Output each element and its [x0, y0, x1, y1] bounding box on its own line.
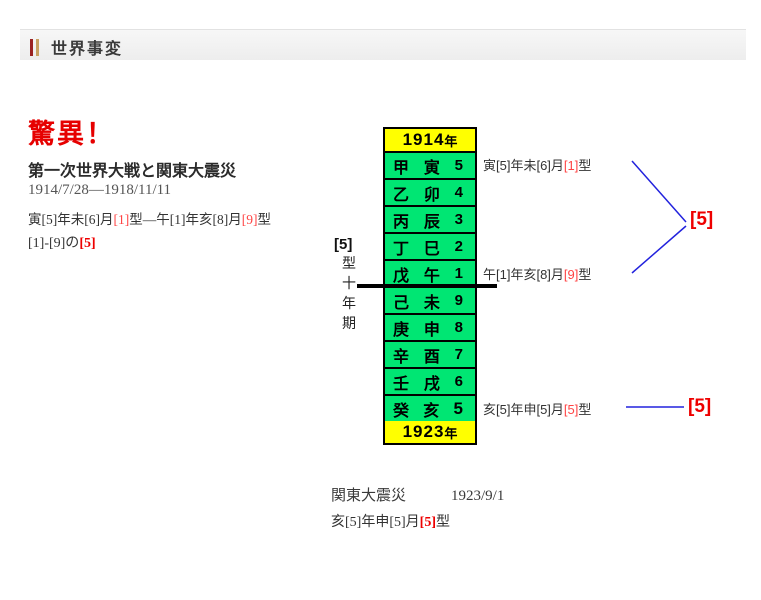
connector-line-top: [631, 160, 687, 223]
single-type-label: [5]: [688, 396, 712, 417]
text-segment: 寅[5]年未[6]月: [28, 212, 114, 227]
text-segment: 亥[5]年申[5]月: [483, 402, 564, 417]
year-suffix: 年: [444, 133, 458, 149]
branch-cell: 辰: [423, 213, 440, 231]
stem-cell: 乙: [393, 186, 410, 204]
text-segment: 型: [257, 212, 271, 227]
period-label-char: 十: [342, 277, 356, 292]
number-cell: 8: [454, 319, 463, 336]
earthquake-caption: 関東大震災 1923/9/1: [331, 488, 505, 504]
text-segment: 午[1]年亥[8]月: [483, 267, 564, 282]
year-start: 1914: [402, 130, 445, 149]
text-segment: [9]: [563, 267, 579, 282]
number-cell: 5: [454, 157, 463, 174]
article-formula-line: 寅[5]年未[6]月[1]型—午[1]年亥[8]月[9]型: [28, 208, 271, 228]
earthquake-formula: 亥[5]年申[5]月[5]型: [331, 511, 450, 531]
text-segment: [5]: [419, 515, 436, 530]
branch-cell: 酉: [423, 348, 440, 366]
page-title: 世界事変: [51, 41, 124, 58]
connector-line-middle: [631, 225, 687, 274]
text-segment: 型—午[1]年亥[8]月: [129, 212, 242, 227]
text-segment: 型: [435, 515, 450, 530]
number-cell: 3: [454, 211, 463, 228]
year-suffix: 年: [444, 425, 458, 441]
stem-cell: 甲: [393, 159, 410, 177]
stem-cell: 戊: [393, 267, 410, 285]
page-header: 世界事変: [20, 29, 746, 60]
article-subtitle: 第一次世界大戦と関東大震災: [28, 163, 237, 180]
number-cell: 4: [454, 184, 463, 201]
number-cell: 7: [454, 346, 463, 363]
period-label-char: 年: [342, 297, 356, 312]
text-segment: [1]: [113, 212, 130, 227]
branch-cell: 巳: [423, 240, 440, 258]
branch-cell: 未: [423, 294, 440, 312]
table-header-year: 1914 年: [385, 129, 475, 151]
stem-cell: 己: [393, 294, 410, 312]
text-segment: [1]: [563, 158, 579, 173]
text-segment: [1]-[9]の: [28, 236, 80, 251]
period-label-char: 期: [342, 317, 356, 332]
text-segment: [9]: [241, 212, 258, 227]
text-segment: [5]: [563, 402, 579, 417]
table-footer-year: 1923 年: [385, 421, 475, 443]
text-segment: 型: [578, 267, 592, 282]
period-label-char: 型: [342, 257, 356, 272]
branch-cell: 申: [423, 321, 440, 339]
period-label-head: [5]: [334, 236, 353, 253]
period-label-vertical: 型十年期: [340, 255, 358, 335]
text-segment: [5]: [79, 236, 96, 251]
number-cell: 6: [454, 373, 463, 390]
period-divider-line: [357, 284, 497, 288]
text-segment: 型: [578, 402, 592, 417]
stem-cell: 庚: [393, 321, 410, 339]
article-date-range: 1914/7/28—1918/11/11: [28, 182, 172, 198]
text-segment: 型: [578, 158, 592, 173]
number-cell: 9: [454, 292, 463, 309]
header-accent-red-bar: [30, 38, 33, 56]
annotation-1918-type: 午[1]年亥[8]月[9]型: [483, 264, 591, 283]
branch-cell: 卯: [423, 186, 440, 204]
text-segment: 亥[5]年申[5]月: [331, 515, 420, 530]
text-segment: 寅[5]年未[6]月: [483, 158, 564, 173]
number-cell: 5: [453, 398, 463, 418]
group-type-label: [5]: [690, 209, 714, 230]
branch-cell: 寅: [423, 159, 440, 177]
stem-cell: 辛: [393, 348, 410, 366]
branch-cell: 戌: [423, 375, 440, 393]
article-result-line: [1]-[9]の[5]: [28, 232, 96, 252]
stem-cell: 丁: [393, 240, 410, 258]
number-cell: 1: [454, 265, 463, 282]
number-cell: 2: [454, 238, 463, 255]
branch-cell: 午: [423, 267, 440, 285]
stem-cell: 丙: [393, 213, 410, 231]
stem-cell: 癸: [393, 402, 410, 420]
annotation-1914-type: 寅[5]年未[6]月[1]型: [483, 155, 591, 174]
annotation-1923-type: 亥[5]年申[5]月[5]型: [483, 399, 591, 418]
stem-cell: 壬: [393, 375, 410, 393]
header-accent-gold-bar: [36, 38, 39, 56]
year-end: 1923: [402, 422, 445, 441]
article-headline: 驚異！: [28, 119, 115, 149]
branch-cell: 亥: [423, 402, 440, 420]
